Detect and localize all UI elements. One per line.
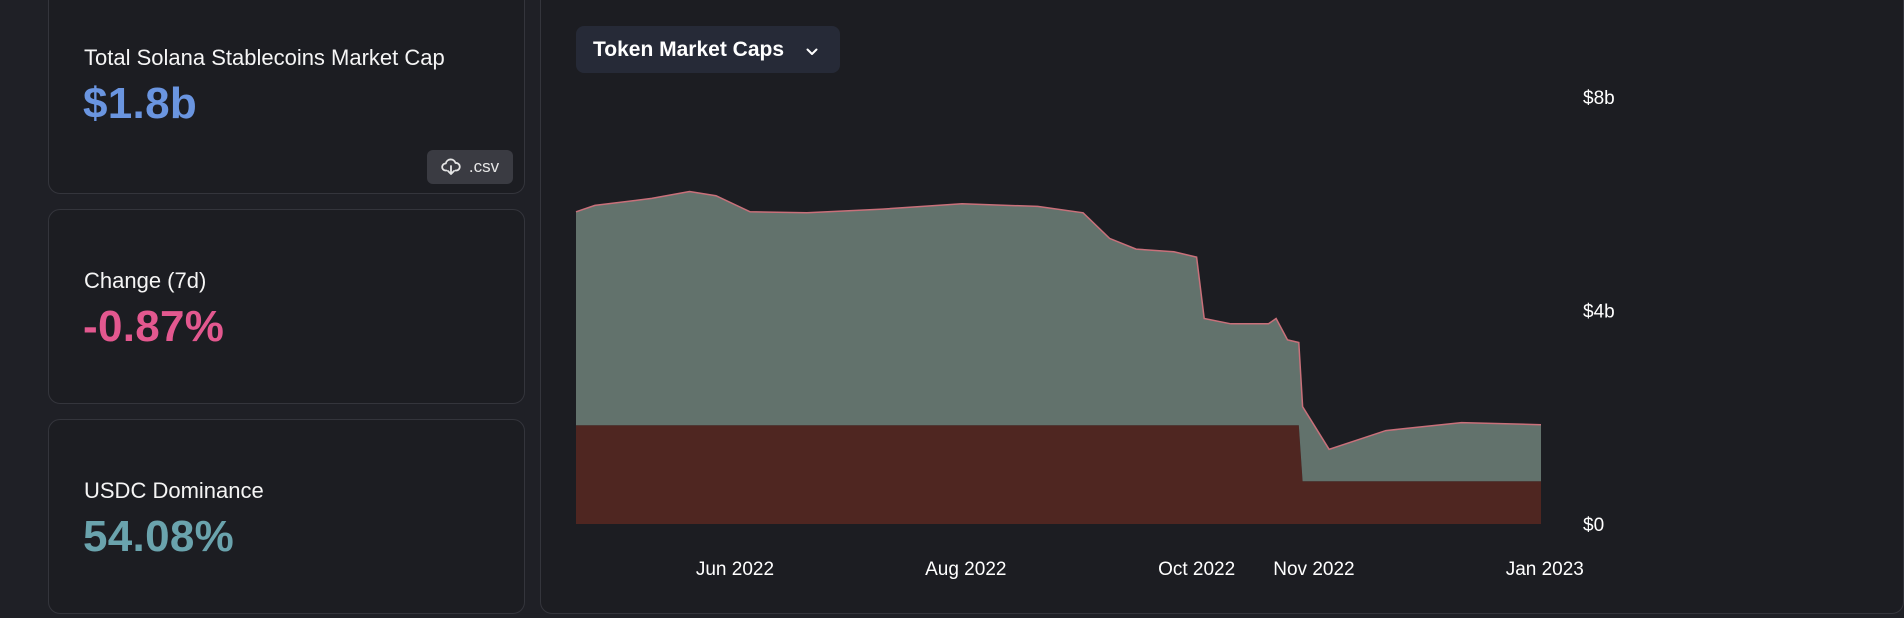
series-area-lower bbox=[576, 425, 1541, 524]
dropdown-label: Token Market Caps bbox=[593, 37, 784, 61]
token-market-caps-dropdown[interactable]: Token Market Caps bbox=[576, 26, 840, 73]
change-label: Change (7d) bbox=[84, 268, 207, 293]
x-tick-label: Oct 2022 bbox=[1158, 559, 1235, 580]
x-tick-label: Jun 2022 bbox=[696, 559, 774, 580]
change-value: -0.87% bbox=[83, 302, 225, 351]
x-tick-label: Nov 2022 bbox=[1273, 559, 1354, 580]
y-tick-label: $0 bbox=[1583, 515, 1604, 536]
dominance-value: 54.08% bbox=[83, 512, 235, 561]
market-cap-label: Total Solana Stablecoins Market Cap bbox=[84, 45, 445, 70]
change-card: Change (7d) -0.87% bbox=[48, 209, 525, 404]
chart-card: $0 $4b $8b Jun 2022 Aug 2022 Oct 2022 Nov 2022… bbox=[540, 0, 1904, 614]
cloud-download-icon bbox=[441, 158, 461, 176]
y-tick-label: $8b bbox=[1583, 88, 1615, 109]
dominance-label: USDC Dominance bbox=[84, 478, 264, 503]
x-tick-label: Aug 2022 bbox=[925, 559, 1006, 580]
series-area-upper bbox=[576, 191, 1541, 482]
market-cap-card: Total Solana Stablecoins Market Cap $1.8… bbox=[48, 0, 525, 194]
market-cap-value: $1.8b bbox=[83, 79, 198, 128]
dominance-card: USDC Dominance 54.08% bbox=[48, 419, 525, 614]
x-tick-label: Jan 2023 bbox=[1506, 559, 1584, 580]
csv-label: .csv bbox=[468, 157, 500, 176]
chevron-down-icon bbox=[806, 38, 818, 62]
y-tick-label: $4b bbox=[1583, 302, 1615, 323]
series-outline bbox=[575, 190, 1542, 451]
download-csv-button[interactable]: .csv bbox=[427, 150, 513, 184]
market-cap-chart: $0 $4b $8b Jun 2022 Aug 2022 Oct 2022 Nov 2022… bbox=[575, 88, 1615, 580]
